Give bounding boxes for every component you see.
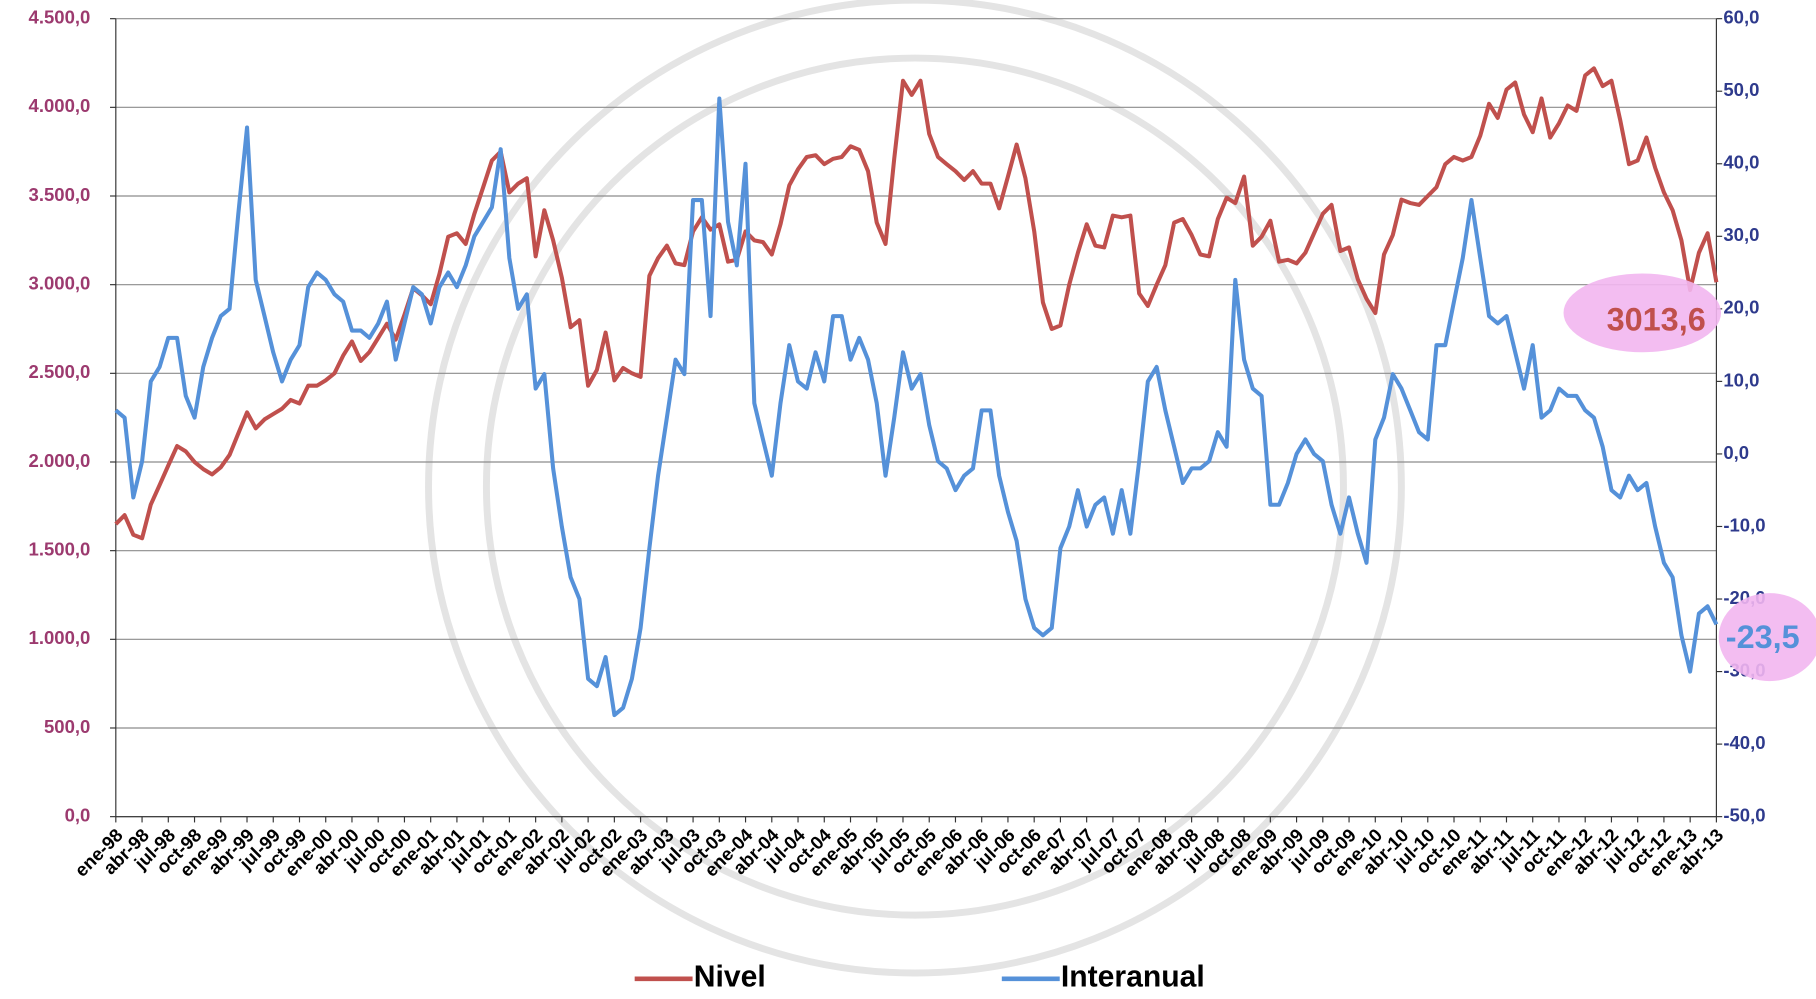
y-tick-label: 0,0: [65, 805, 91, 826]
y-tick-label: 4.000,0: [29, 95, 91, 116]
watermark: [429, 0, 1402, 973]
y2-tick-label: 30,0: [1723, 224, 1759, 245]
y2-tick-label: 40,0: [1723, 152, 1759, 173]
y2-tick-label: 20,0: [1723, 297, 1759, 318]
chart: 0,0 500,0 1.000,0 1.500,0 2.000,0 2.500,0 3.00…: [0, 0, 1816, 994]
series-line: [116, 98, 1717, 715]
y-tick-label: 3.000,0: [29, 273, 91, 294]
y2-tick-label: -40,0: [1723, 732, 1765, 753]
y2-tick-label: -50,0: [1723, 805, 1765, 826]
y-tick-label: 3.500,0: [29, 184, 91, 205]
legend-label: Nivel: [694, 961, 766, 994]
seal-ring: [429, 0, 1402, 973]
y2-tick-label: 0,0: [1723, 442, 1749, 463]
y-tick-label: 1.000,0: [29, 627, 91, 648]
seal-ring: [486, 58, 1343, 915]
y-tick-label: 500,0: [44, 716, 90, 737]
y-tick-label: 2.000,0: [29, 450, 91, 471]
legend-label: Interanual: [1061, 961, 1205, 994]
y-tick-label: 2.500,0: [29, 361, 91, 382]
end-label: 3013,6: [1607, 302, 1706, 338]
y2-tick-label: 10,0: [1723, 369, 1759, 390]
y-tick-label: 1.500,0: [29, 539, 91, 560]
end-label: -23,5: [1726, 619, 1800, 655]
y2-tick-label: -10,0: [1723, 514, 1765, 535]
series-line: [116, 68, 1717, 538]
y-tick-label: 4.500,0: [29, 7, 91, 28]
y2-tick-label: 60,0: [1723, 7, 1759, 28]
y2-tick-label: 50,0: [1723, 79, 1759, 100]
